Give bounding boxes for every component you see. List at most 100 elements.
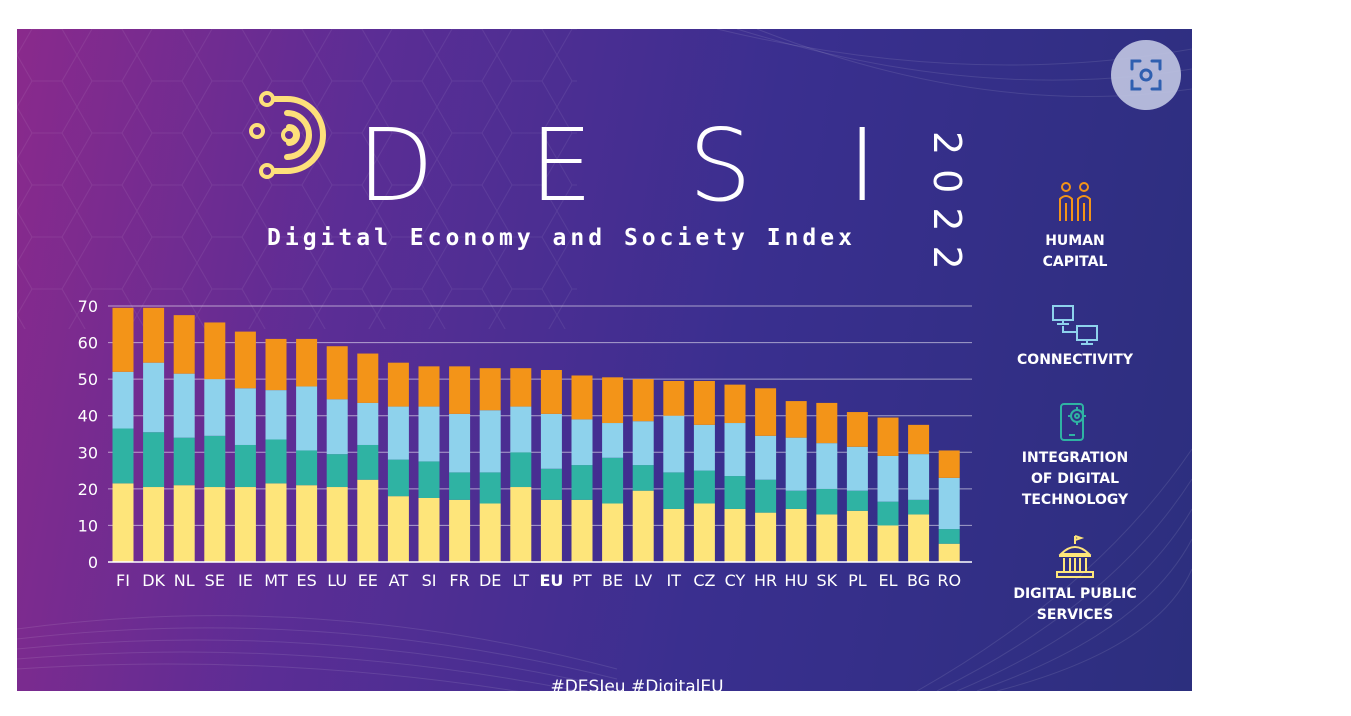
bar-segment	[846, 446, 868, 491]
bar-segment	[877, 455, 899, 502]
bar-segment	[143, 487, 165, 562]
camera-scan-icon	[1130, 59, 1162, 91]
bar-segment	[479, 410, 501, 473]
bar-segment	[632, 490, 654, 562]
bar-segment	[816, 443, 838, 489]
bar-segment	[173, 373, 195, 438]
bar-segment	[908, 499, 930, 515]
x-tick-label: EU	[539, 571, 563, 590]
bar-segment	[357, 402, 379, 445]
title-letter-d: D	[357, 107, 435, 224]
bar-segment	[204, 435, 226, 488]
bar-segment	[540, 468, 562, 500]
people-icon	[1059, 182, 1091, 221]
bar-segment	[234, 487, 256, 562]
bar-segment	[296, 338, 318, 387]
x-tick-label: PT	[572, 571, 592, 590]
bar-segment	[724, 508, 746, 562]
bar-segment	[663, 380, 685, 416]
bar-segment	[755, 479, 777, 513]
bar-segment	[418, 406, 440, 462]
bar-segment	[877, 501, 899, 526]
bar-segment	[540, 499, 562, 562]
bar-segment	[938, 477, 960, 530]
bar-segment	[173, 437, 195, 486]
bar-segment	[632, 379, 654, 422]
bar-segment	[755, 435, 777, 480]
bar-segment	[449, 366, 471, 414]
x-tick-label: DE	[479, 571, 501, 590]
bar-segment	[204, 487, 226, 562]
bar-segment	[846, 510, 868, 562]
bar-segment	[112, 483, 134, 562]
x-tick-label: HU	[784, 571, 808, 590]
bar-segment	[755, 512, 777, 562]
y-tick-label: 50	[78, 370, 98, 389]
bar-segment	[326, 454, 348, 488]
bar-segment	[693, 424, 715, 471]
x-tick-label: FI	[116, 571, 130, 590]
legend-label: DIGITAL PUBLIC SERVICES	[1013, 586, 1137, 623]
bar-segment	[296, 485, 318, 562]
x-tick-label: AT	[389, 571, 409, 590]
x-tick-label: SE	[205, 571, 225, 590]
bar-segment	[510, 368, 532, 407]
bar-segment	[693, 503, 715, 562]
legend-human-capital: HUMAN CAPITAL	[980, 181, 1170, 273]
bar-segment	[387, 406, 409, 460]
bar-segment	[785, 437, 807, 491]
bar-segment	[785, 401, 807, 438]
x-tick-label: DK	[142, 571, 165, 590]
bar-segment	[265, 483, 287, 562]
bar-segment	[326, 399, 348, 455]
x-tick-label: LT	[513, 571, 530, 590]
bar-segment	[357, 353, 379, 403]
bar-segment	[571, 375, 593, 420]
x-tick-label: LV	[634, 571, 652, 590]
bar-segment	[265, 390, 287, 440]
bar-segment	[479, 472, 501, 504]
title-letter-i: I	[847, 107, 877, 224]
legend-label: HUMAN CAPITAL	[1042, 233, 1108, 270]
bar-segment	[449, 472, 471, 500]
legend-digital-public-services: DIGITAL PUBLIC SERVICES	[980, 534, 1170, 626]
bar-segment	[602, 503, 624, 562]
desi-title: D E S I	[357, 111, 877, 221]
background-pattern	[17, 29, 1192, 691]
bar-segment	[418, 366, 440, 407]
x-tick-label: IT	[667, 571, 682, 590]
bar-segment	[357, 479, 379, 562]
bar-segment	[143, 432, 165, 488]
x-tick-label: SI	[422, 571, 437, 590]
x-tick-label: ES	[296, 571, 316, 590]
y-tick-label: 10	[78, 516, 98, 535]
bar-segment	[449, 413, 471, 473]
bar-segment	[479, 503, 501, 562]
bar-segment	[908, 514, 930, 562]
bar-segment	[540, 370, 562, 414]
bar-segment	[724, 423, 746, 477]
visual-search-button[interactable]	[1111, 40, 1181, 110]
bar-segment	[234, 444, 256, 488]
network-computers-icon	[1052, 305, 1098, 345]
x-tick-label: BE	[602, 571, 623, 590]
bar-segment	[938, 543, 960, 562]
title-letter-e: E	[529, 107, 593, 224]
bar-segment	[571, 465, 593, 500]
y-tick-label: 30	[78, 443, 98, 462]
bar-segment	[265, 439, 287, 484]
y-tick-label: 70	[78, 297, 98, 316]
bar-segment	[326, 346, 348, 400]
bar-segment	[816, 488, 838, 515]
subtitle: Digital Economy and Society Index	[267, 225, 856, 251]
legend-label: CONNECTIVITY	[1017, 352, 1133, 368]
bar-segment	[602, 423, 624, 458]
legend-connectivity: CONNECTIVITY	[980, 304, 1170, 371]
legend-integration-digital-technology: INTEGRATION OF DIGITAL TECHNOLOGY	[980, 402, 1170, 511]
bar-segment	[357, 444, 379, 480]
bar-segment	[510, 406, 532, 453]
bar-segment	[510, 487, 532, 562]
bar-segment	[663, 415, 685, 473]
bar-segment	[663, 508, 685, 562]
